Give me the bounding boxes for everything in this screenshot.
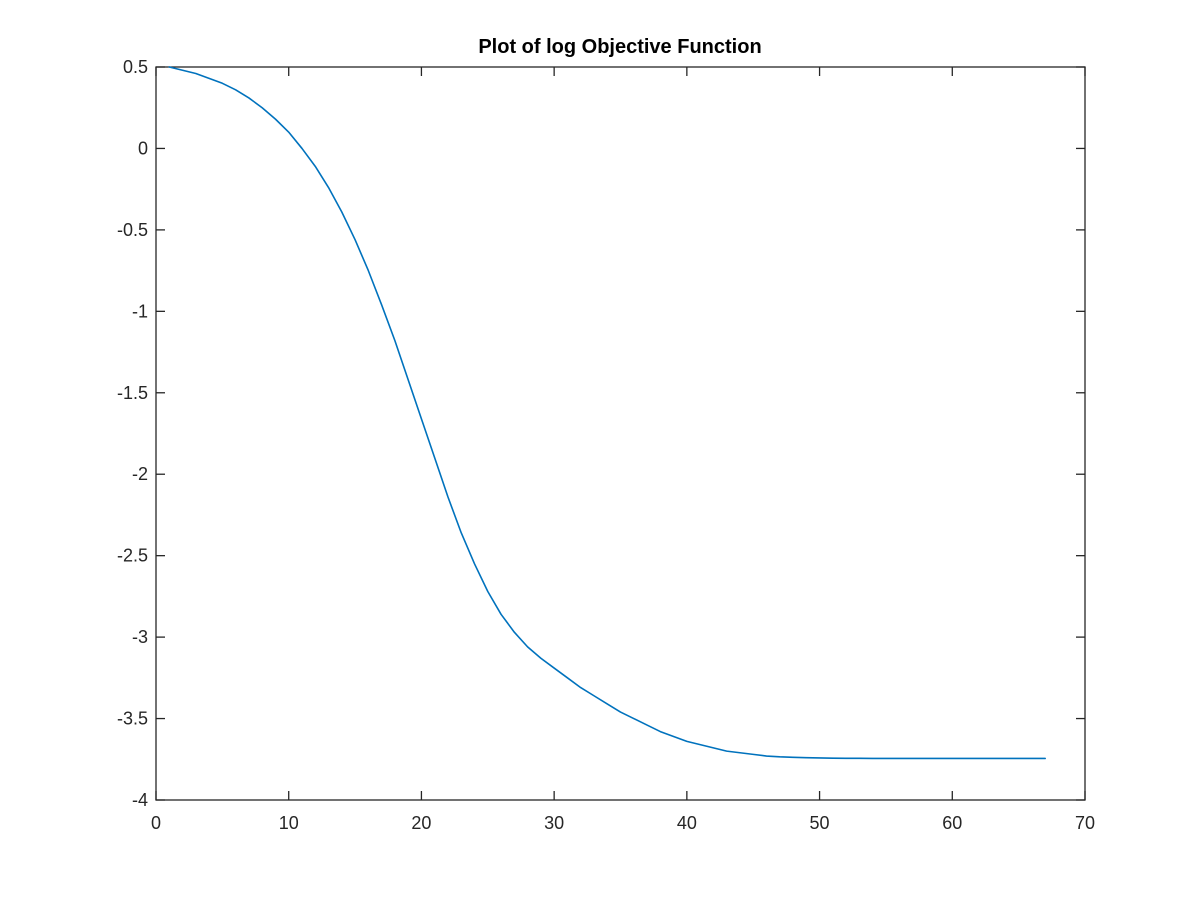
series-group [168, 66, 1046, 760]
axis-ticks [155, 66, 1086, 801]
x-tick-label: 20 [411, 813, 431, 833]
x-tick-label: 40 [677, 813, 697, 833]
series-line [168, 66, 1046, 760]
x-tick-label: 70 [1075, 813, 1095, 833]
y-tick-label: -2.5 [117, 546, 148, 566]
y-tick-label: -3 [132, 627, 148, 647]
y-tick-label: -2 [132, 464, 148, 484]
chart-title: Plot of log Objective Function [478, 36, 761, 58]
y-tick-label: 0.5 [123, 57, 148, 77]
x-tick-label: 30 [544, 813, 564, 833]
x-tick-label: 60 [942, 813, 962, 833]
y-tick-label: 0 [138, 138, 148, 158]
y-tick-label: -0.5 [117, 220, 148, 240]
x-tick-label: 10 [279, 813, 299, 833]
x-axis-tick-labels: 0 10 20 30 40 50 60 70 [151, 813, 1095, 833]
x-tick-label: 0 [151, 813, 161, 833]
y-tick-label: -1 [132, 301, 148, 321]
x-tick-label: 50 [810, 813, 830, 833]
y-tick-label: -3.5 [117, 709, 148, 729]
y-axis-tick-labels: 0.5 0 -0.5 -1 -1.5 -2 -2.5 -3 -3.5 -4 [117, 57, 148, 810]
y-tick-label: -1.5 [117, 383, 148, 403]
y-tick-label: -4 [132, 790, 148, 810]
plot-area [155, 66, 1086, 801]
